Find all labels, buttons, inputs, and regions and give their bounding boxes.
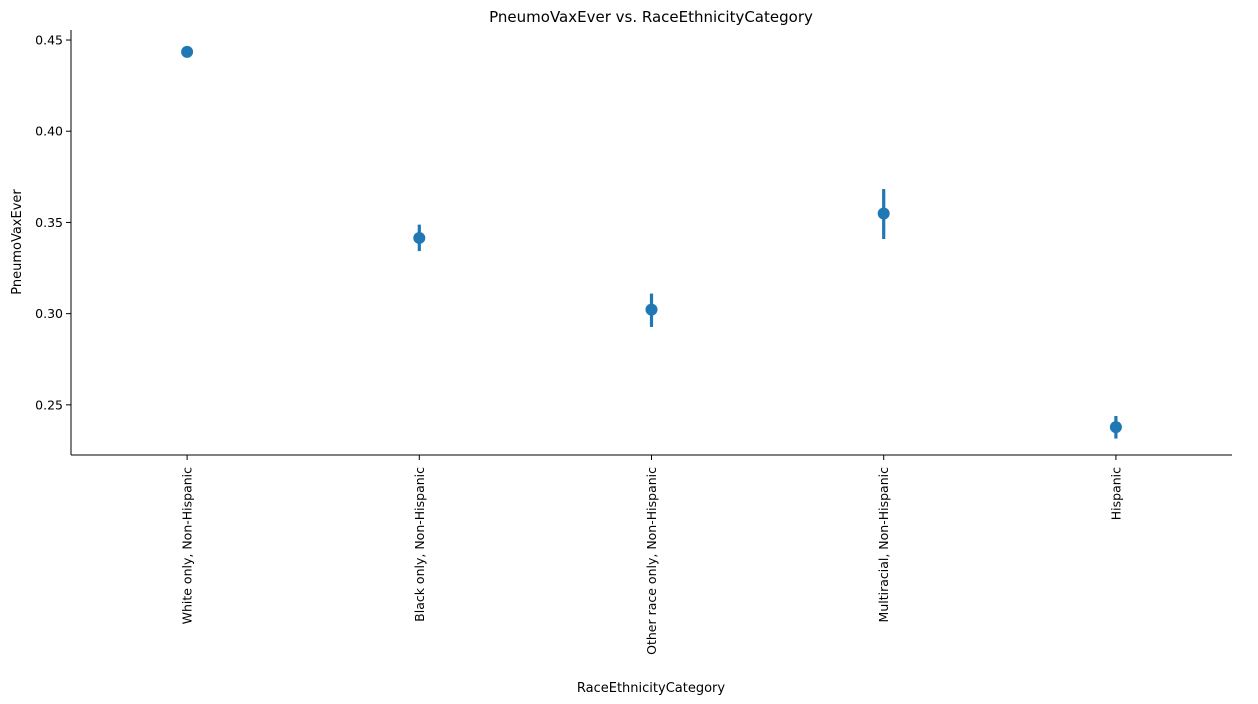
x-tick-label: Black only, Non-Hispanic [412, 467, 427, 622]
x-axis-label: RaceEthnicityCategory [577, 681, 725, 696]
y-axis-ticks: 0.25 0.30 0.35 0.40 0.45 [35, 33, 71, 412]
x-tick-label: Other race only, Non-Hispanic [644, 467, 659, 655]
y-tick-label: 0.30 [35, 306, 63, 321]
data-point [1109, 421, 1122, 434]
x-tick-label: Multiracial, Non-Hispanic [876, 467, 891, 623]
x-tick-label: White only, Non-Hispanic [180, 467, 195, 625]
x-axis-ticks: White only, Non-Hispanic Black only, Non-… [180, 455, 1123, 655]
data-point [413, 231, 426, 244]
y-tick-label: 0.25 [35, 397, 63, 412]
y-tick-label: 0.35 [35, 215, 63, 230]
data-point [181, 45, 194, 58]
data-point [877, 207, 890, 220]
x-tick-label: Hispanic [1108, 467, 1123, 520]
chart-title: PneumoVaxEver vs. RaceEthnicityCategory [489, 8, 813, 26]
y-tick-label: 0.40 [35, 124, 63, 139]
y-tick-label: 0.45 [35, 33, 63, 48]
data-point [645, 303, 658, 316]
plot-area [181, 45, 1122, 439]
y-axis-label: PneumoVaxEver [10, 189, 25, 295]
